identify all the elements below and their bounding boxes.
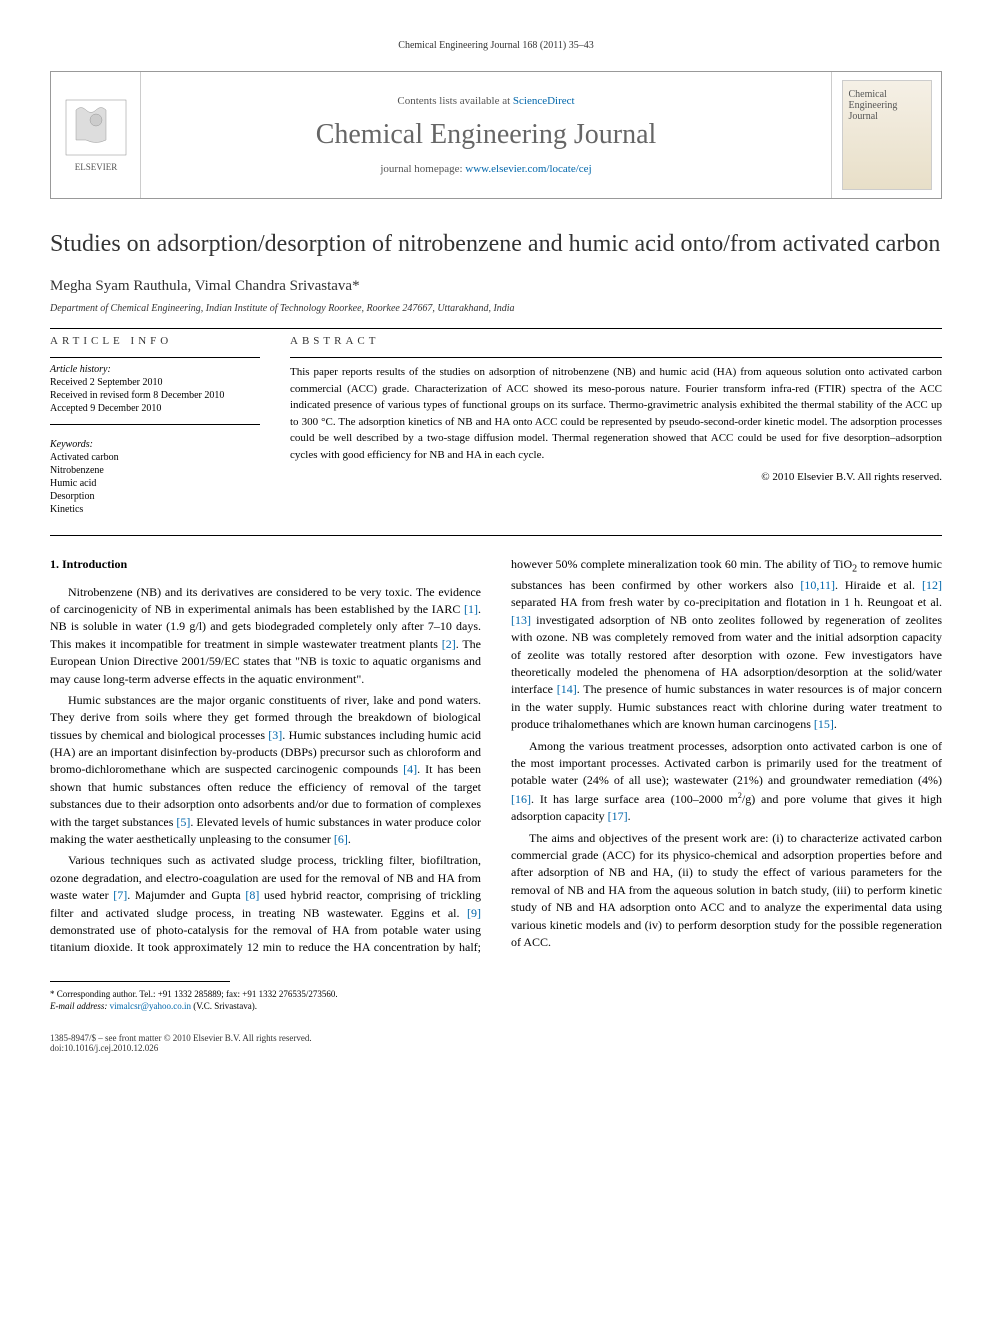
paragraph-1: Nitrobenzene (NB) and its derivatives ar… xyxy=(50,584,481,688)
info-abstract-row: ARTICLE INFO Article history: Received 2… xyxy=(50,335,942,517)
ref-17[interactable]: [17] xyxy=(608,809,628,823)
keywords-head: Keywords: xyxy=(50,439,260,450)
sciencedirect-link[interactable]: ScienceDirect xyxy=(513,95,575,107)
ref-9[interactable]: [9] xyxy=(467,906,481,920)
corr-line-1: * Corresponding author. Tel.: +91 1332 2… xyxy=(50,988,942,1001)
info-divider-2 xyxy=(50,424,260,425)
ref-4[interactable]: [4] xyxy=(403,762,417,776)
revised-line: Received in revised form 8 December 2010 xyxy=(50,390,260,401)
journal-homepage-line: journal homepage: www.elsevier.com/locat… xyxy=(161,163,811,175)
divider-bottom xyxy=(50,535,942,536)
ref-8[interactable]: [8] xyxy=(245,888,259,902)
history-head: Article history: xyxy=(50,364,260,375)
authors: Megha Syam Rauthula, Vimal Chandra Sriva… xyxy=(50,278,942,295)
footnote-separator xyxy=(50,981,230,982)
ref-2[interactable]: [2] xyxy=(442,637,456,651)
ref-10-11[interactable]: [10,11] xyxy=(800,578,835,592)
ref-15[interactable]: [15] xyxy=(814,717,834,731)
ref-12[interactable]: [12] xyxy=(922,578,942,592)
journal-cover-thumbnail: Chemical Engineering Journal xyxy=(842,80,932,190)
paragraph-5: The aims and objectives of the present w… xyxy=(511,830,942,952)
paragraph-2: Humic substances are the major organic c… xyxy=(50,692,481,849)
header-center: Contents lists available at ScienceDirec… xyxy=(141,72,831,198)
cover-line-3: Journal xyxy=(849,111,878,122)
ref-3[interactable]: [3] xyxy=(268,728,282,742)
divider-top xyxy=(50,328,942,329)
ref-14[interactable]: [14] xyxy=(557,682,577,696)
abstract-column: ABSTRACT This paper reports results of t… xyxy=(290,335,942,517)
abstract-text: This paper reports results of the studie… xyxy=(290,364,942,463)
homepage-link[interactable]: www.elsevier.com/locate/cej xyxy=(465,163,591,175)
body-text: 1. Introduction Nitrobenzene (NB) and it… xyxy=(50,556,942,957)
cover-line-1: Chemical xyxy=(849,89,887,100)
keyword-4: Desorption xyxy=(50,491,260,502)
corr-email-link[interactable]: vimalcsr@yahoo.co.in xyxy=(110,1001,191,1011)
contents-available-line: Contents lists available at ScienceDirec… xyxy=(161,95,811,107)
abstract-label: ABSTRACT xyxy=(290,335,942,347)
journal-cover-cell: Chemical Engineering Journal xyxy=(831,72,941,198)
keyword-3: Humic acid xyxy=(50,478,260,489)
article-info-label: ARTICLE INFO xyxy=(50,335,260,347)
received-line: Received 2 September 2010 xyxy=(50,377,260,388)
paragraph-4: Among the various treatment processes, a… xyxy=(511,738,942,826)
ref-13[interactable]: [13] xyxy=(511,613,531,627)
elsevier-logo-icon: ELSEVIER xyxy=(61,95,131,175)
accepted-line: Accepted 9 December 2010 xyxy=(50,403,260,414)
doi-line: doi:10.1016/j.cej.2010.12.026 xyxy=(50,1043,312,1053)
corresponding-author-note: * Corresponding author. Tel.: +91 1332 2… xyxy=(50,988,942,1013)
ref-5[interactable]: [5] xyxy=(176,815,190,829)
abstract-divider xyxy=(290,357,942,358)
article-title: Studies on adsorption/desorption of nitr… xyxy=(50,229,942,260)
publisher-logo-cell: ELSEVIER xyxy=(51,72,141,198)
keyword-2: Nitrobenzene xyxy=(50,465,260,476)
page-footer: 1385-8947/$ – see front matter © 2010 El… xyxy=(50,1033,942,1053)
keyword-1: Activated carbon xyxy=(50,452,260,463)
ref-6[interactable]: [6] xyxy=(334,832,348,846)
keyword-5: Kinetics xyxy=(50,504,260,515)
cover-line-2: Engineering xyxy=(849,100,898,111)
abstract-copyright: © 2010 Elsevier B.V. All rights reserved… xyxy=(290,471,942,483)
svg-text:ELSEVIER: ELSEVIER xyxy=(74,162,117,172)
ref-1[interactable]: [1] xyxy=(464,602,478,616)
contents-prefix: Contents lists available at xyxy=(397,95,512,107)
article-info-column: ARTICLE INFO Article history: Received 2… xyxy=(50,335,260,517)
journal-name: Chemical Engineering Journal xyxy=(161,119,811,151)
intro-heading: 1. Introduction xyxy=(50,556,481,573)
journal-header-box: ELSEVIER Contents lists available at Sci… xyxy=(50,71,942,199)
info-divider-1 xyxy=(50,357,260,358)
running-header: Chemical Engineering Journal 168 (2011) … xyxy=(50,40,942,51)
corr-line-2: E-mail address: vimalcsr@yahoo.co.in (V.… xyxy=(50,1000,942,1013)
ref-16[interactable]: [16] xyxy=(511,792,531,806)
ref-7[interactable]: [7] xyxy=(113,888,127,902)
affiliation: Department of Chemical Engineering, Indi… xyxy=(50,303,942,314)
homepage-prefix: journal homepage: xyxy=(380,163,465,175)
front-matter-line: 1385-8947/$ – see front matter © 2010 El… xyxy=(50,1033,312,1043)
